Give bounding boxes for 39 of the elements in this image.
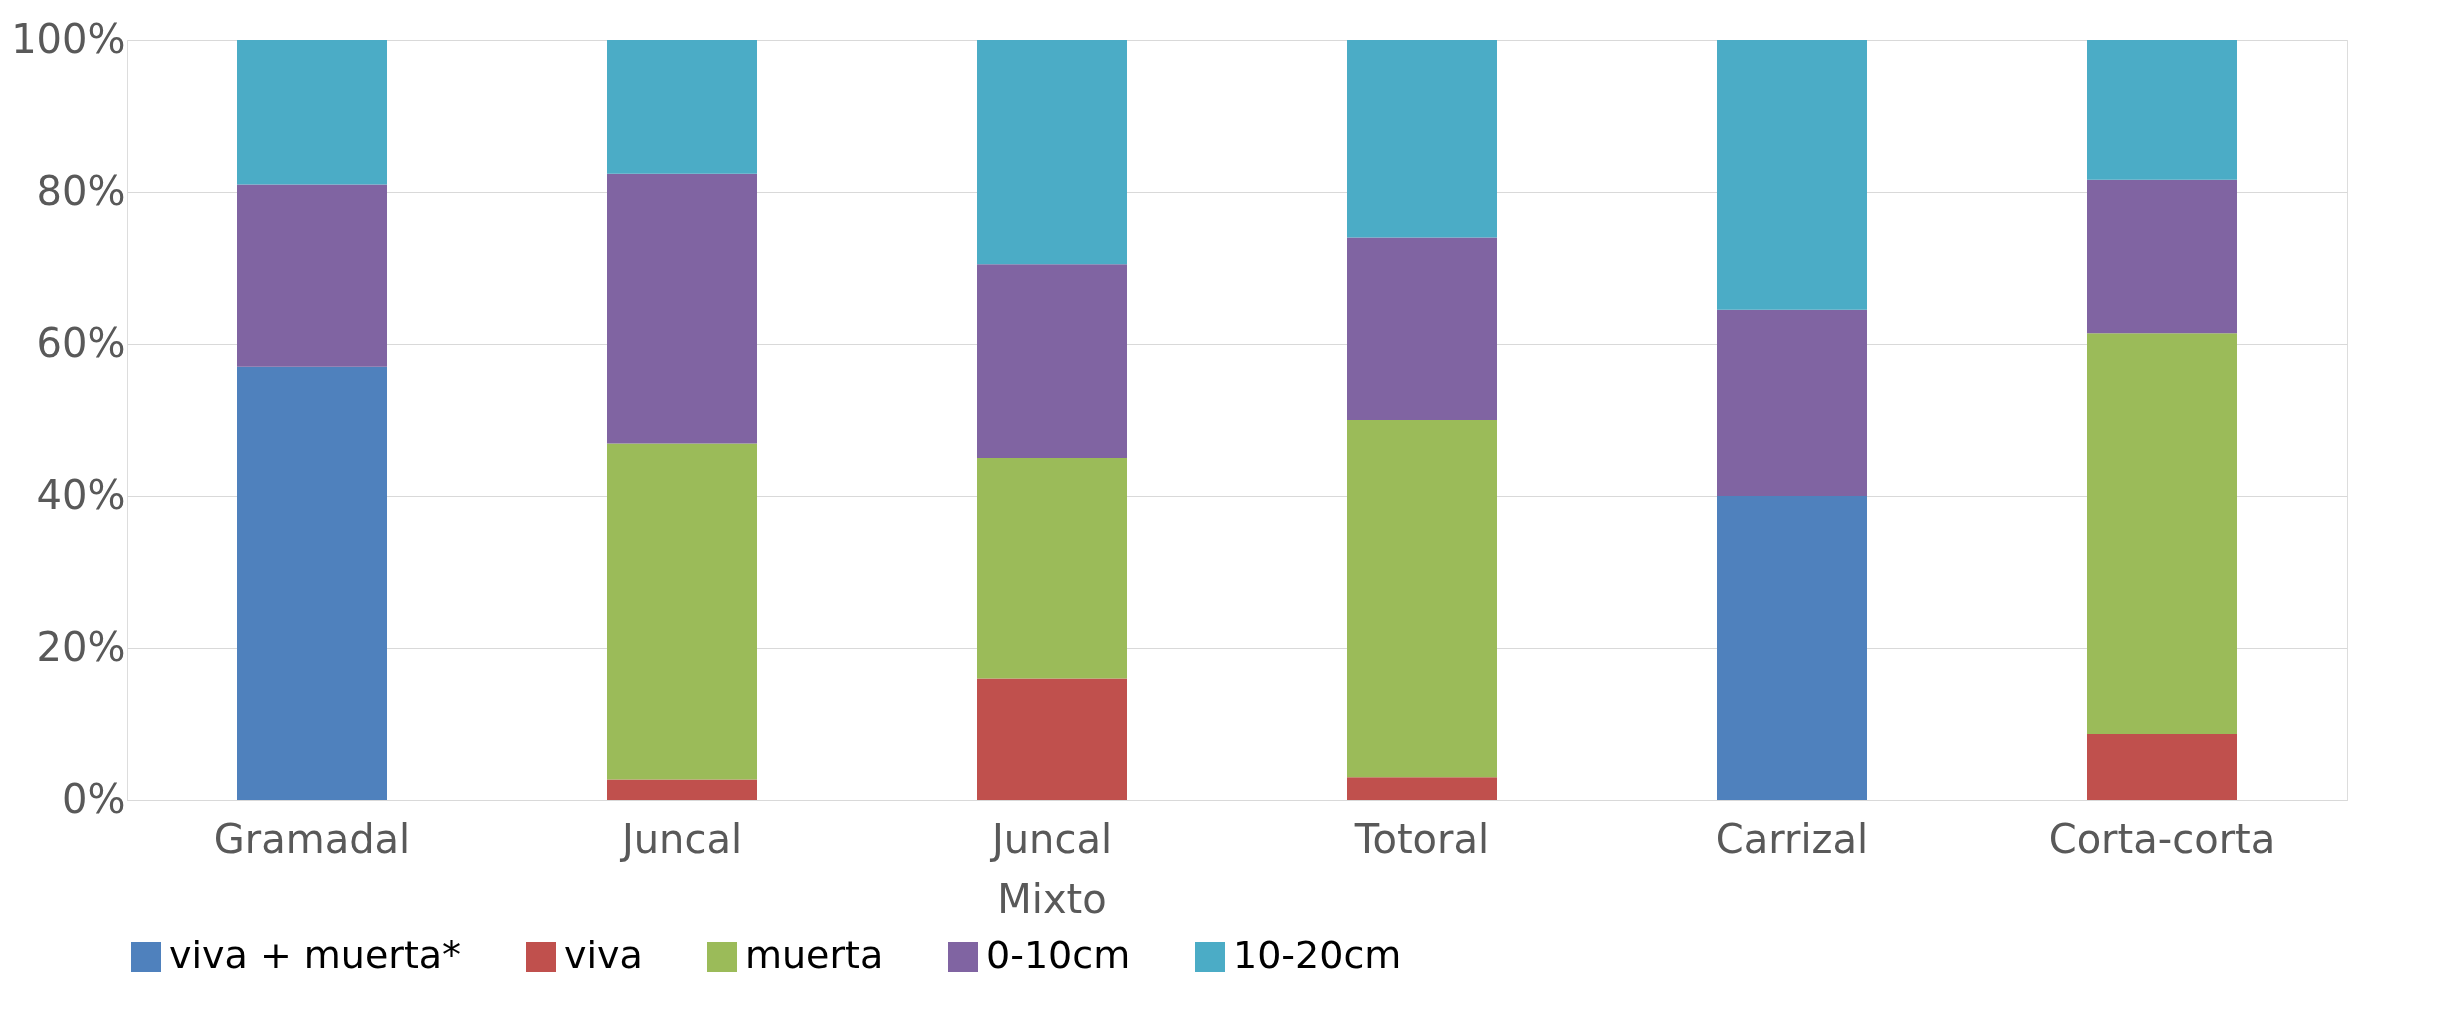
bar — [1347, 777, 1497, 800]
y-tick-label: 40% — [36, 471, 126, 518]
x-tick-label: Gramadal — [213, 815, 411, 862]
legend-label: 10-20cm — [1233, 933, 1402, 977]
bar — [977, 458, 1127, 679]
bar — [1347, 420, 1497, 778]
bar — [977, 678, 1127, 800]
bar — [1347, 237, 1497, 420]
x-tick-label: Totoral — [1353, 815, 1490, 862]
bar — [607, 443, 757, 780]
legend-label: 0-10cm — [986, 933, 1131, 977]
legend-label: viva — [564, 933, 643, 977]
bar — [607, 779, 757, 800]
y-tick-label: 20% — [36, 623, 126, 670]
y-tick-label: 0% — [62, 775, 126, 822]
bar — [2087, 179, 2237, 334]
bar — [2087, 333, 2237, 734]
y-tick-label: 80% — [36, 167, 126, 214]
bar — [607, 40, 757, 174]
bar — [2087, 40, 2237, 180]
legend-label: viva + muerta* — [169, 933, 462, 977]
y-tick-label: 100% — [11, 15, 126, 62]
bar — [977, 40, 1127, 265]
bar — [237, 184, 387, 367]
legend-label: muerta — [745, 933, 884, 977]
x-tick-label: Carrizal — [1715, 815, 1869, 862]
bar — [237, 40, 387, 185]
bar — [237, 366, 387, 800]
bar — [607, 173, 757, 444]
bar — [1717, 496, 1867, 800]
bar — [977, 264, 1127, 458]
x-tick-label: Juncal — [618, 815, 743, 862]
bar — [1717, 309, 1867, 496]
bar — [1717, 40, 1867, 310]
bar — [2087, 733, 2237, 800]
y-tick-label: 60% — [36, 319, 126, 366]
bar — [1347, 40, 1497, 238]
x-tick-label: Corta-corta — [2048, 815, 2276, 862]
x-tick-label: Juncal Mixto — [988, 815, 1113, 922]
